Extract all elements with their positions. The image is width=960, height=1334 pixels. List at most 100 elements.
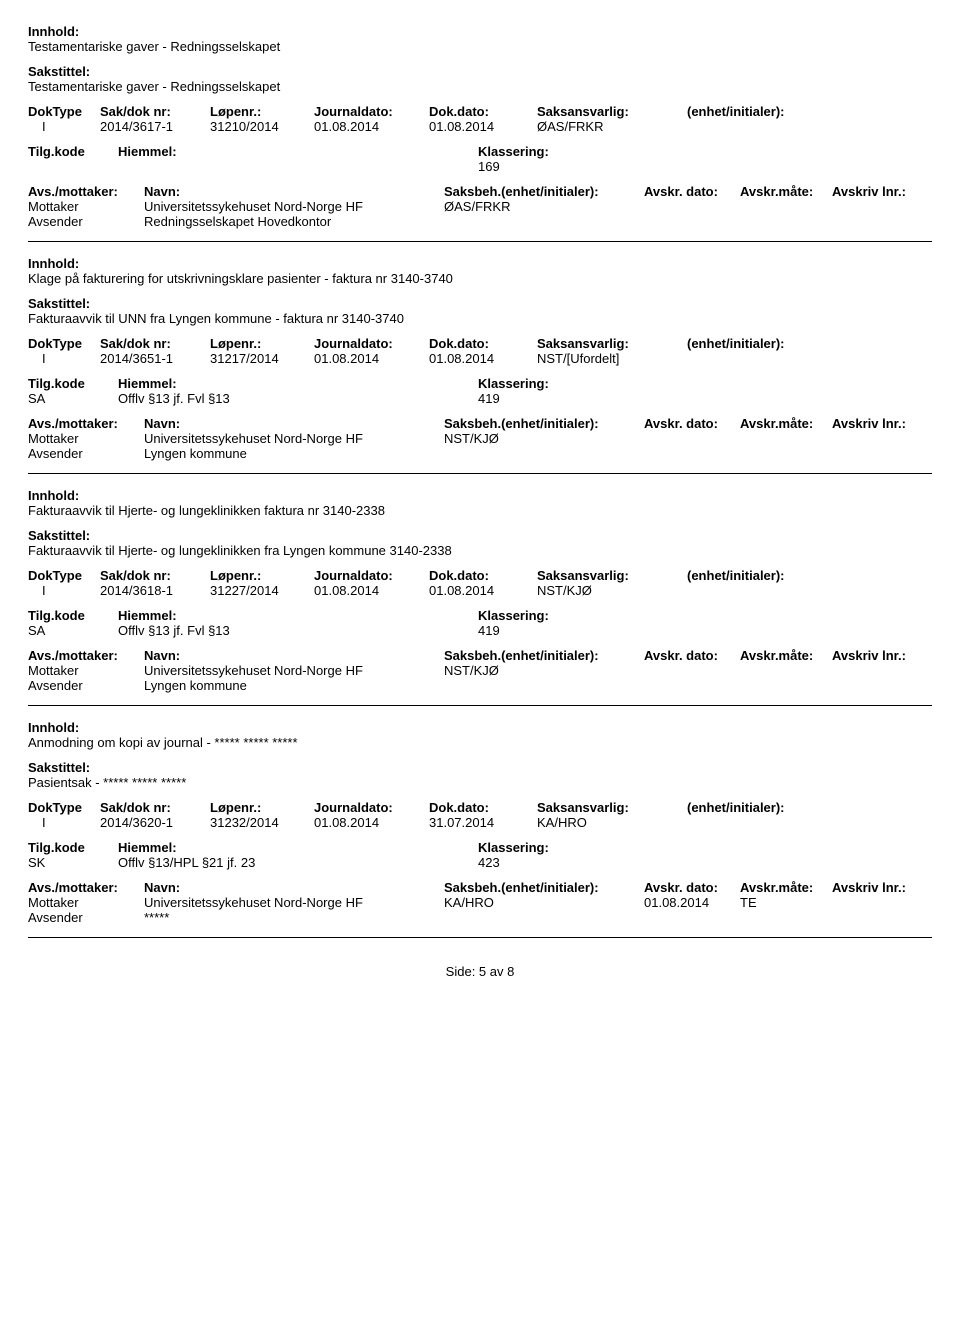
party-navn: Universitetssykehuset Nord-Norge HF [144, 199, 444, 214]
saksansvarlig-value: NST/KJØ [537, 583, 687, 598]
party-role: Mottaker [28, 663, 144, 678]
dokdato-value: 01.08.2014 [429, 351, 537, 366]
navn-label: Navn: [144, 648, 444, 663]
navn-label: Navn: [144, 416, 444, 431]
party-avskrdato [644, 446, 740, 461]
sakstittel-label: Sakstittel: [28, 528, 932, 543]
doktype-label: DokType [28, 336, 100, 351]
records-container: Innhold: Testamentariske gaver - Redning… [28, 24, 932, 938]
journaldato-label: Journaldato: [314, 568, 429, 583]
doktype-value: I [28, 119, 100, 134]
avsmottaker-label: Avs./mottaker: [28, 416, 144, 431]
avskrdato-label: Avskr. dato: [644, 416, 740, 431]
party-avskrmate [740, 431, 832, 446]
avskrmate-label: Avskr.måte: [740, 648, 832, 663]
journaldato-value: 01.08.2014 [314, 815, 429, 830]
doktype-label: DokType [28, 800, 100, 815]
klassering-label: Klassering: [478, 376, 588, 391]
document-page: Innhold: Testamentariske gaver - Redning… [0, 0, 960, 999]
hjemmel-value: Offlv §13/HPL §21 jf. 23 [118, 855, 478, 870]
party-navn: Redningsselskapet Hovedkontor [144, 214, 444, 229]
saksansvarlig-value: ØAS/FRKR [537, 119, 687, 134]
saksbeh-label: Saksbeh.(enhet/initialer): [444, 416, 644, 431]
lopenr-value: 31227/2014 [210, 583, 314, 598]
saksbeh-label: Saksbeh.(enhet/initialer): [444, 648, 644, 663]
sakdok-label: Sak/dok nr: [100, 104, 210, 119]
dokdato-label: Dok.dato: [429, 568, 537, 583]
klassering-value: 419 [478, 623, 528, 638]
dokdato-value: 31.07.2014 [429, 815, 537, 830]
journal-record: Innhold: Fakturaavvik til Hjerte- og lun… [28, 488, 932, 706]
avskrdato-label: Avskr. dato: [644, 880, 740, 895]
party-avskrmate: TE [740, 895, 832, 910]
avskrivlnr-label: Avskriv lnr.: [832, 648, 924, 663]
party-role: Avsender [28, 214, 144, 229]
klassering-label: Klassering: [478, 840, 588, 855]
sakstittel-value: Fakturaavvik til UNN fra Lyngen kommune … [28, 311, 932, 326]
tilgkode-label: Tilg.kode [28, 144, 118, 159]
party-avskrdato [644, 199, 740, 214]
lopenr-label: Løpenr.: [210, 568, 314, 583]
tilgkode-value: SK [28, 855, 118, 870]
party-saksbeh: NST/KJØ [444, 431, 644, 446]
sakstittel-value: Fakturaavvik til Hjerte- og lungeklinikk… [28, 543, 932, 558]
party-saksbeh: ØAS/FRKR [444, 199, 644, 214]
sakstittel-label: Sakstittel: [28, 64, 932, 79]
party-navn: Universitetssykehuset Nord-Norge HF [144, 895, 444, 910]
sakstittel-label: Sakstittel: [28, 296, 932, 311]
party-role: Mottaker [28, 895, 144, 910]
party-navn: Universitetssykehuset Nord-Norge HF [144, 663, 444, 678]
klassering-value: 423 [478, 855, 528, 870]
sakstittel-value: Testamentariske gaver - Redningsselskape… [28, 79, 932, 94]
party-saksbeh [444, 446, 644, 461]
avskrdato-label: Avskr. dato: [644, 648, 740, 663]
tilgkode-value: SA [28, 391, 118, 406]
page-footer: Side: 5 av 8 [28, 964, 932, 979]
innhold-value: Klage på fakturering for utskrivningskla… [28, 271, 932, 286]
party-avskrdato [644, 678, 740, 693]
party-avskrdato [644, 910, 740, 925]
saksansvarlig-value: KA/HRO [537, 815, 687, 830]
party-navn: Lyngen kommune [144, 678, 444, 693]
enhet-label: (enhet/initialer): [687, 568, 837, 583]
avsmottaker-label: Avs./mottaker: [28, 184, 144, 199]
enhet-label: (enhet/initialer): [687, 104, 837, 119]
party-avskrmate [740, 910, 832, 925]
avsmottaker-label: Avs./mottaker: [28, 648, 144, 663]
innhold-value: Testamentariske gaver - Redningsselskape… [28, 39, 932, 54]
journaldato-label: Journaldato: [314, 800, 429, 815]
innhold-label: Innhold: [28, 720, 932, 735]
avskrdato-label: Avskr. dato: [644, 184, 740, 199]
hjemmel-label: Hiemmel: [118, 840, 478, 855]
party-avskrmate [740, 678, 832, 693]
lopenr-value: 31232/2014 [210, 815, 314, 830]
journaldato-label: Journaldato: [314, 336, 429, 351]
sakdok-value: 2014/3620-1 [100, 815, 210, 830]
avskrivlnr-label: Avskriv lnr.: [832, 880, 924, 895]
dokdato-label: Dok.dato: [429, 800, 537, 815]
sakdok-label: Sak/dok nr: [100, 568, 210, 583]
sakdok-label: Sak/dok nr: [100, 336, 210, 351]
klassering-label: Klassering: [478, 144, 588, 159]
innhold-value: Fakturaavvik til Hjerte- og lungeklinikk… [28, 503, 932, 518]
party-avskrdato [644, 663, 740, 678]
journal-record: Innhold: Testamentariske gaver - Redning… [28, 24, 932, 242]
navn-label: Navn: [144, 184, 444, 199]
avskrivlnr-label: Avskriv lnr.: [832, 416, 924, 431]
journaldato-value: 01.08.2014 [314, 583, 429, 598]
sakstittel-value: Pasientsak - ***** ***** ***** [28, 775, 932, 790]
tilgkode-value: SA [28, 623, 118, 638]
doktype-value: I [28, 583, 100, 598]
sakdok-label: Sak/dok nr: [100, 800, 210, 815]
sakdok-value: 2014/3617-1 [100, 119, 210, 134]
party-role: Avsender [28, 678, 144, 693]
enhet-label: (enhet/initialer): [687, 336, 837, 351]
journaldato-value: 01.08.2014 [314, 351, 429, 366]
journal-record: Innhold: Klage på fakturering for utskri… [28, 256, 932, 474]
doktype-label: DokType [28, 104, 100, 119]
avskrmate-label: Avskr.måte: [740, 184, 832, 199]
hjemmel-value: Offlv §13 jf. Fvl §13 [118, 391, 478, 406]
innhold-label: Innhold: [28, 256, 932, 271]
klassering-value: 169 [478, 159, 528, 174]
saksansvarlig-value: NST/[Ufordelt] [537, 351, 687, 366]
